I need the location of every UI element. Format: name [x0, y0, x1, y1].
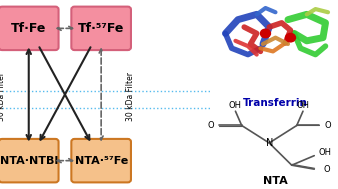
FancyBboxPatch shape — [0, 7, 58, 50]
FancyBboxPatch shape — [0, 139, 58, 182]
Text: Tf·⁵⁷Fe: Tf·⁵⁷Fe — [78, 22, 124, 35]
Circle shape — [261, 29, 270, 38]
Text: N: N — [266, 138, 273, 148]
Text: O: O — [323, 165, 330, 174]
Text: NTA: NTA — [263, 176, 288, 186]
Text: O: O — [207, 121, 214, 130]
Text: O: O — [325, 121, 331, 130]
FancyBboxPatch shape — [71, 139, 131, 182]
Text: OH: OH — [319, 148, 332, 157]
Text: 30 kDa Filter: 30 kDa Filter — [126, 72, 136, 121]
Circle shape — [286, 33, 295, 42]
FancyBboxPatch shape — [71, 7, 131, 50]
Text: OH: OH — [296, 101, 310, 110]
Text: Transferrin: Transferrin — [243, 98, 308, 108]
Text: OH: OH — [229, 101, 242, 110]
Text: NTA·NTBI: NTA·NTBI — [0, 156, 58, 166]
Text: Tf·Fe: Tf·Fe — [11, 22, 46, 35]
Text: NTA·⁵⁷Fe: NTA·⁵⁷Fe — [74, 156, 128, 166]
Text: 30 kDa Filter: 30 kDa Filter — [0, 72, 5, 121]
